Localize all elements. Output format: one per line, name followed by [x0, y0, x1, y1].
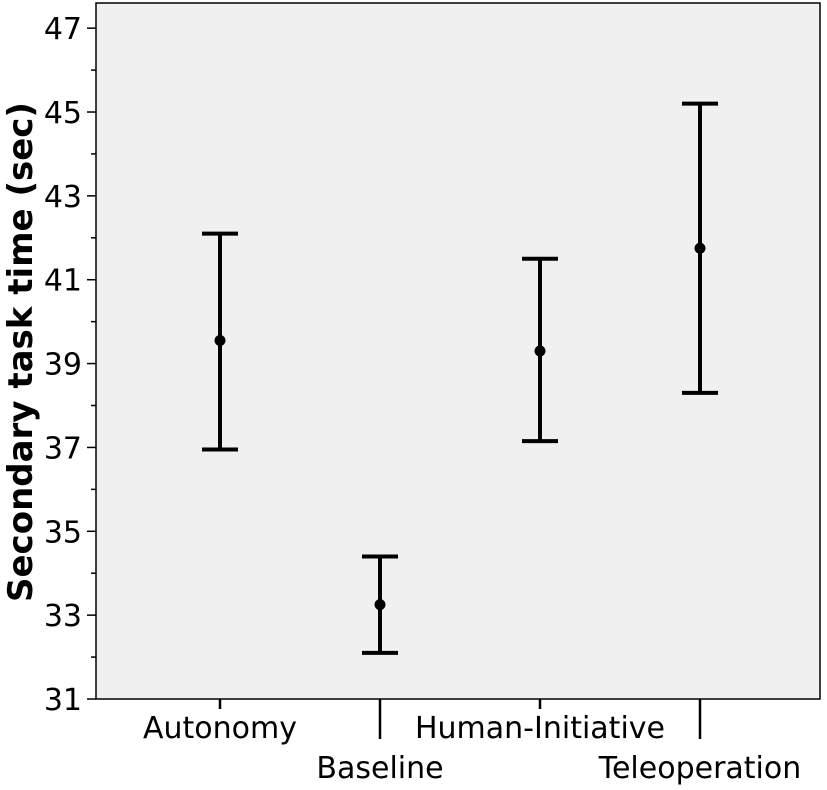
y-tick-label: 47	[44, 12, 82, 47]
mean-point	[374, 599, 386, 611]
y-axis-label: Secondary task time (sec)	[1, 102, 41, 602]
error-bars	[202, 101, 718, 655]
x-tick-label: Baseline	[316, 751, 443, 786]
mean-point	[694, 242, 706, 254]
y-axis-ticks: 31 33 35 37 39 41 43 45 47	[44, 12, 96, 718]
y-tick-label: 33	[44, 599, 82, 634]
y-tick-label: 41	[44, 264, 82, 299]
x-axis-ticks: Autonomy Baseline Human-Initiative Teleoper…	[143, 699, 801, 786]
y-tick-label: 37	[44, 431, 82, 466]
x-tick-label: Teleoperation	[598, 751, 802, 786]
y-tick-label: 43	[44, 180, 82, 215]
y-tick-label: 45	[44, 96, 82, 131]
y-tick-label: 31	[44, 683, 82, 718]
x-tick-label: Autonomy	[143, 711, 297, 746]
y-tick-label: 35	[44, 515, 82, 550]
error-bar-group	[362, 554, 398, 655]
mean-point	[214, 335, 226, 347]
plot-area	[95, 2, 821, 700]
error-bar-group	[682, 101, 718, 395]
error-bar-group	[202, 231, 238, 452]
y-tick-label: 39	[44, 348, 82, 383]
error-bar-group	[522, 256, 558, 444]
mean-point	[534, 345, 546, 357]
x-tick-label: Human-Initiative	[415, 711, 665, 746]
